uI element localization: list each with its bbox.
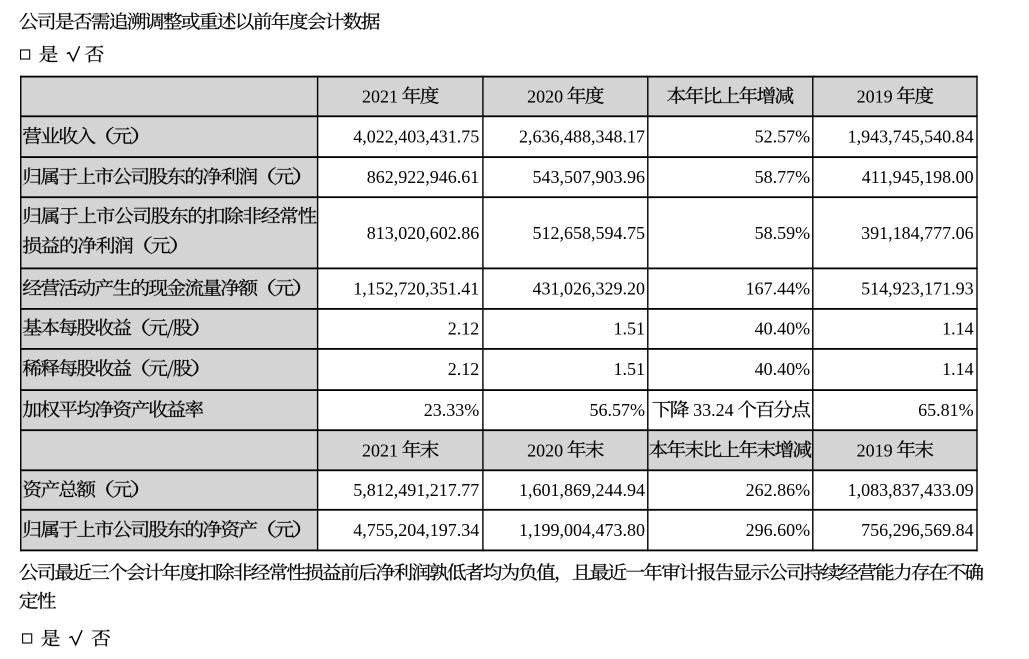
svg-text:296.60%: 296.60% [746, 520, 811, 540]
svg-text:33.24: 33.24 [693, 400, 734, 420]
svg-text:2.12: 2.12 [448, 359, 480, 379]
svg-text:1,083,837,433.09: 1,083,837,433.09 [848, 480, 974, 500]
svg-text:58.77%: 58.77% [755, 167, 811, 187]
svg-text:431,026,329.20: 431,026,329.20 [533, 279, 646, 299]
svg-text:2020: 2020 [527, 86, 563, 106]
svg-text:1,601,869,244.94: 1,601,869,244.94 [519, 480, 645, 500]
svg-text:58.59%: 58.59% [755, 223, 811, 243]
svg-text:2021: 2021 [362, 440, 398, 460]
svg-text:4,022,403,431.75: 4,022,403,431.75 [353, 127, 479, 147]
svg-text:65.81%: 65.81% [918, 400, 974, 420]
svg-text:1,152,720,351.41: 1,152,720,351.41 [353, 279, 479, 299]
svg-text:1.51: 1.51 [614, 318, 646, 338]
svg-text:2019: 2019 [857, 440, 893, 460]
svg-text:756,296,569.84: 756,296,569.84 [861, 520, 974, 540]
svg-text:2020: 2020 [527, 440, 563, 460]
svg-text:2019: 2019 [857, 86, 893, 106]
svg-text:862,922,946.61: 862,922,946.61 [367, 167, 480, 187]
svg-text:1,943,745,540.84: 1,943,745,540.84 [848, 127, 974, 147]
svg-text:813,020,602.86: 813,020,602.86 [367, 223, 480, 243]
svg-text:391,184,777.06: 391,184,777.06 [861, 223, 974, 243]
svg-text:1,199,004,473.80: 1,199,004,473.80 [519, 520, 645, 540]
svg-text:5,812,491,217.77: 5,812,491,217.77 [353, 480, 479, 500]
svg-text:543,507,903.96: 543,507,903.96 [533, 167, 646, 187]
svg-text:4,755,204,197.34: 4,755,204,197.34 [353, 520, 479, 540]
svg-text:1.14: 1.14 [942, 318, 974, 338]
svg-text:2,636,488,348.17: 2,636,488,348.17 [519, 127, 645, 147]
svg-text:512,658,594.75: 512,658,594.75 [533, 223, 646, 243]
svg-text:514,923,171.93: 514,923,171.93 [861, 279, 974, 299]
svg-text:167.44%: 167.44% [746, 279, 811, 299]
svg-text:411,945,198.00: 411,945,198.00 [862, 167, 974, 187]
svg-text:56.57%: 56.57% [590, 400, 646, 420]
svg-text:2.12: 2.12 [448, 318, 480, 338]
svg-text:52.57%: 52.57% [755, 127, 811, 147]
svg-text:1.14: 1.14 [942, 359, 974, 379]
svg-text:23.33%: 23.33% [424, 400, 480, 420]
svg-text:2021: 2021 [362, 86, 398, 106]
svg-text:1.51: 1.51 [614, 359, 646, 379]
svg-text:262.86%: 262.86% [746, 480, 811, 500]
svg-text:40.40%: 40.40% [755, 359, 811, 379]
svg-text:40.40%: 40.40% [755, 318, 811, 338]
